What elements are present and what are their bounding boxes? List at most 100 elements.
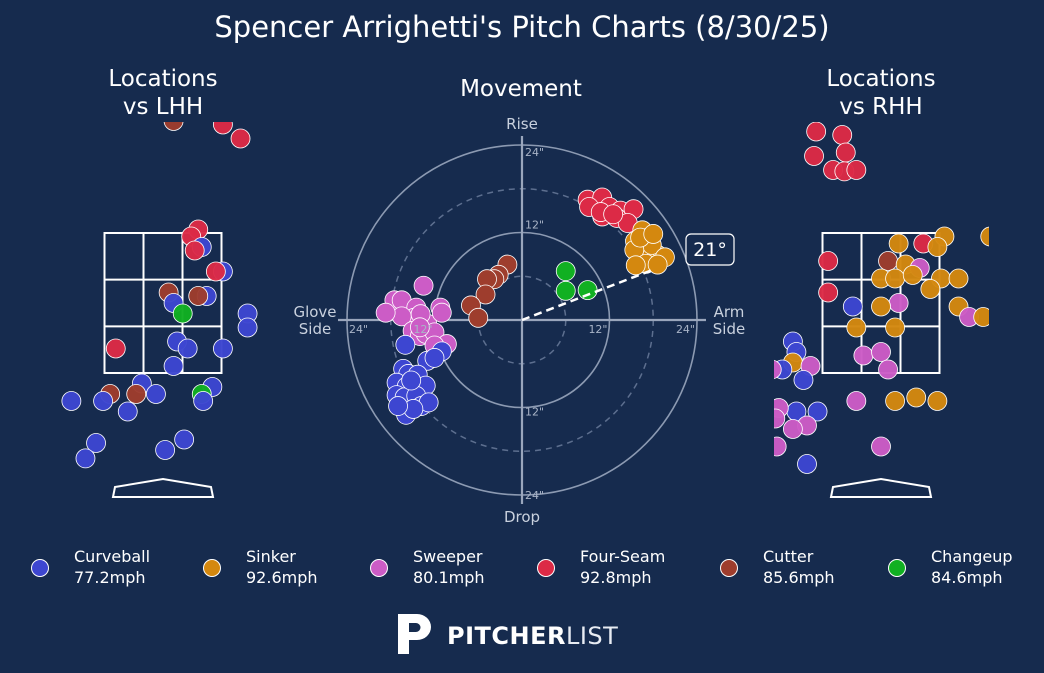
pitch-point bbox=[807, 401, 828, 422]
pitch-point bbox=[230, 128, 251, 149]
pitch-point bbox=[782, 419, 803, 439]
pitch-point bbox=[846, 391, 867, 411]
lhh-title-line2: vs LHH bbox=[122, 94, 204, 120]
ring-label: 24" bbox=[349, 323, 368, 336]
brand-light: LIST bbox=[565, 622, 619, 650]
movement-axis-labels: 12"24"12"24" 12" 24"12"24"RiseDropGloveSid… bbox=[293, 115, 745, 526]
legend-dot bbox=[370, 559, 388, 577]
axis-label-arm-side: Arm bbox=[714, 303, 745, 321]
pitch-point bbox=[871, 436, 891, 457]
pitch-point bbox=[93, 391, 113, 411]
axis-label-glove-side: Glove bbox=[293, 303, 336, 321]
ring-label: 24" bbox=[525, 489, 544, 502]
pitch-point bbox=[842, 296, 863, 317]
pitch-point bbox=[146, 384, 166, 404]
pitch-point bbox=[774, 359, 782, 380]
legend-name: Sinker bbox=[246, 547, 296, 566]
legend-name: Four-Seam bbox=[580, 547, 666, 566]
arm-angle-box bbox=[685, 233, 735, 266]
pitch-point bbox=[174, 429, 195, 450]
pitch-point bbox=[902, 265, 923, 285]
pitch-point bbox=[878, 251, 898, 271]
ring-label: 12" bbox=[413, 323, 432, 336]
movement-point bbox=[424, 348, 445, 368]
pitch-point bbox=[213, 338, 233, 359]
legend-dot bbox=[720, 559, 738, 577]
legend-speed: 84.6mph bbox=[931, 568, 1003, 587]
movement-panel-title: Movement bbox=[460, 76, 582, 102]
pitch-point bbox=[885, 391, 905, 411]
legend-speed: 80.1mph bbox=[413, 568, 485, 587]
ring-label: 24" bbox=[525, 146, 544, 159]
axis-label-rise: Rise bbox=[506, 115, 538, 133]
movement-point bbox=[413, 275, 434, 296]
pitch-point bbox=[878, 359, 898, 380]
movement-point bbox=[577, 280, 598, 301]
pitch-point bbox=[906, 387, 927, 408]
pitch-point bbox=[888, 293, 909, 313]
ring-label: 12" bbox=[588, 323, 607, 336]
legend-speed: 85.6mph bbox=[763, 568, 835, 587]
pitch-point bbox=[193, 391, 214, 411]
pitch-point bbox=[948, 268, 969, 289]
pitch-point bbox=[980, 226, 989, 247]
legend-speed: 77.2mph bbox=[74, 568, 146, 587]
movement-point bbox=[555, 280, 576, 301]
movement-point bbox=[431, 302, 452, 323]
legend-name: Cutter bbox=[763, 547, 814, 566]
home-plate bbox=[111, 477, 215, 498]
pitch-point bbox=[155, 440, 176, 460]
pitch-point bbox=[927, 237, 948, 257]
movement-point bbox=[410, 317, 430, 338]
axis-label-drop: Drop bbox=[504, 508, 540, 526]
legend-name: Curveball bbox=[74, 547, 151, 566]
lhh-title-line1: Locations bbox=[108, 66, 218, 92]
pitch-point bbox=[117, 401, 138, 422]
pitch-point bbox=[991, 252, 1010, 271]
pitcherlist-wordmark: PITCHERLIST bbox=[447, 622, 618, 650]
pitch-point bbox=[184, 240, 205, 261]
movement-point bbox=[401, 370, 422, 391]
lhh-panel-title: Locations vs LHH bbox=[63, 65, 263, 121]
pitch-point bbox=[888, 233, 909, 254]
pitch-point bbox=[804, 146, 824, 166]
pitch-point bbox=[1009, 252, 1028, 271]
axis-label-glove-side: Side bbox=[299, 320, 331, 338]
legend-dot bbox=[537, 559, 555, 577]
legend-speed: 92.8mph bbox=[580, 568, 652, 587]
movement-point bbox=[555, 261, 576, 282]
legend-dot bbox=[31, 559, 49, 577]
pitcherlist-p-icon bbox=[398, 614, 431, 654]
pitch-legend: Curveball 77.2mph Sinker 92.6mph Sweeper… bbox=[0, 546, 1044, 596]
movement-point bbox=[647, 254, 668, 275]
pitch-point bbox=[86, 433, 106, 453]
pitch-point bbox=[846, 160, 867, 180]
pitch-point bbox=[832, 125, 853, 145]
pitch-point bbox=[995, 245, 1014, 264]
pitch-point bbox=[61, 391, 82, 411]
pitch-point bbox=[871, 296, 891, 317]
movement-point bbox=[395, 334, 416, 355]
ring-label: 24" bbox=[676, 323, 695, 336]
ring-label: 12" bbox=[525, 406, 544, 419]
movement-point bbox=[375, 302, 396, 323]
pitch-point bbox=[885, 268, 905, 289]
pitch-point bbox=[846, 317, 867, 338]
axis-label-arm-side: Side bbox=[713, 320, 745, 338]
pitch-point bbox=[973, 307, 989, 327]
movement-point bbox=[468, 307, 489, 328]
pitch-point bbox=[718, 171, 737, 190]
movement-point bbox=[388, 396, 408, 416]
rhh-location-plot bbox=[718, 122, 1028, 498]
strike-zone bbox=[103, 232, 223, 374]
pitch-point bbox=[927, 391, 948, 411]
pitch-point bbox=[105, 338, 126, 359]
pitch-point bbox=[237, 317, 258, 338]
pitch-point bbox=[871, 342, 891, 362]
rhh-panel-title: Locations vs RHH bbox=[781, 65, 981, 121]
legend-dot bbox=[203, 559, 221, 577]
movement-plot bbox=[338, 136, 706, 504]
arm-angle-label: 21° bbox=[693, 239, 727, 261]
pitch-point bbox=[885, 317, 905, 338]
